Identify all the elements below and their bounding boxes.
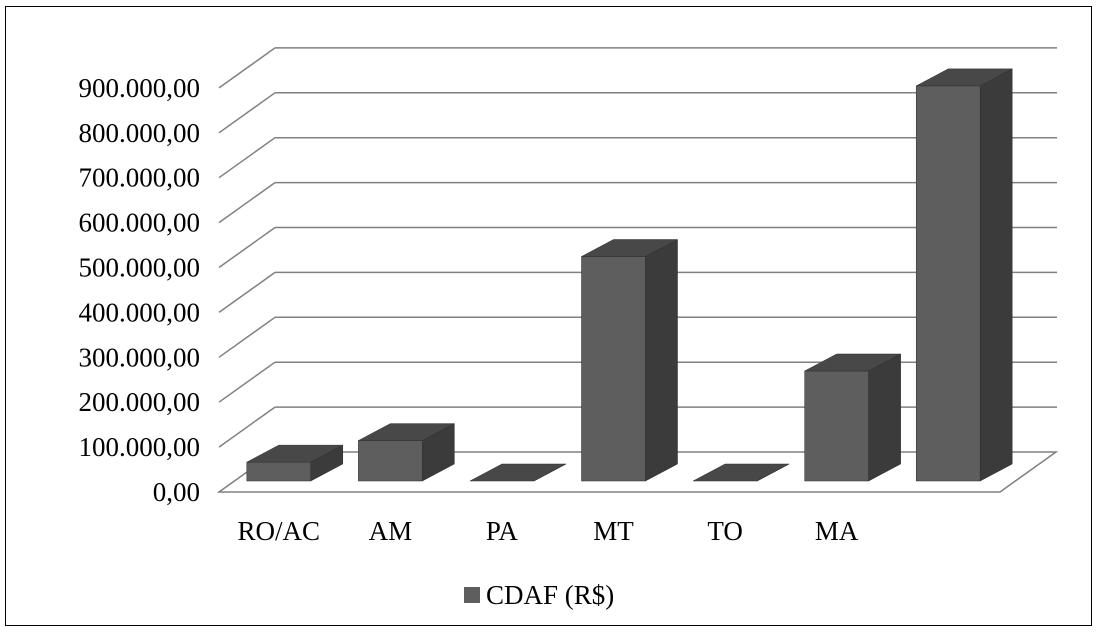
bar-side [422,423,455,482]
bar-top [469,463,567,482]
gridline-wall [218,406,276,448]
gridline-wall [218,361,276,403]
bar [469,463,567,482]
gridline-wall [218,226,276,269]
y-tick-label: 900.000,00 [79,73,201,103]
bar-front [581,256,646,482]
x-tick-label: AM [369,516,413,546]
y-tick-label: 800.000,00 [79,118,201,148]
y-tick-label: 0,00 [153,477,200,507]
bar [915,68,1013,482]
x-tick-label: RO/AC [238,516,321,546]
bar [804,353,901,482]
legend-label: CDAF (R$) [486,580,614,610]
y-tick-label: 700.000,00 [79,163,201,193]
bar [246,444,344,482]
x-tick-label: MT [593,516,634,546]
gridline-wall [218,137,276,179]
bar-side [533,463,567,482]
y-axis-ticks: 0,00 100.000,00 200.000,00 300.000,00 400.00… [79,73,201,507]
bar-front [804,370,869,482]
y-tick-label: 400.000,00 [79,297,201,327]
y-tick-label: 300.000,00 [79,342,201,372]
gridline-wall [218,47,276,89]
bar-front [358,440,423,482]
gridline-wall [218,316,276,358]
legend-swatch [464,587,480,603]
x-tick-label: PA [486,516,519,546]
x-tick-label: MA [815,516,859,546]
bar-side [756,463,790,482]
bar [692,463,790,482]
bar-front [246,461,312,482]
bar-side [868,353,901,482]
y-tick-label: 200.000,00 [79,387,201,417]
gridline-wall [218,271,276,314]
bar [358,423,455,482]
chart-frame [5,6,1092,626]
x-axis-ticks: RO/AC AM PA MT TO MA [238,516,859,546]
gridline-wall [218,92,276,134]
x-tick-label: TO [707,516,743,546]
y-tick-label: 100.000,00 [79,432,201,462]
bar-top [692,463,790,482]
y-tick-label: 500.000,00 [79,253,201,283]
bar-side [310,444,344,482]
bar-side [645,239,678,482]
legend: CDAF (R$) [464,580,614,610]
y-tick-label: 600.000,00 [79,208,201,238]
bar-side [979,68,1013,482]
bar [581,239,678,482]
gridline-wall [218,181,276,224]
bars [246,68,1013,482]
bar-front [915,85,981,482]
